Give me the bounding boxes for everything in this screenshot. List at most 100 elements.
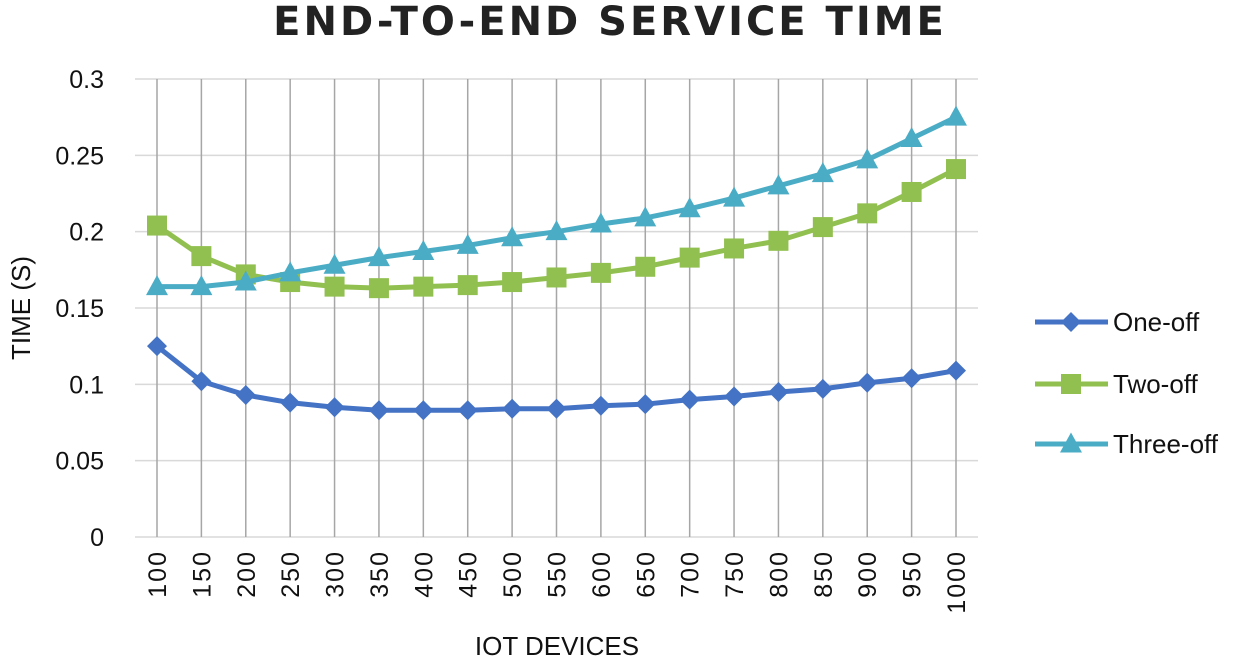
y-axis: 0 0.05 0.1 0.15 0.2 0.25 0.3: [55, 66, 104, 552]
data-point-three-off: [589, 212, 612, 233]
x-tick-label: 400: [410, 550, 438, 598]
x-tick-label: 200: [233, 550, 261, 598]
series-two-off: [147, 159, 966, 299]
legend-item-one-off: One-off: [1035, 307, 1200, 337]
x-tick-label: 550: [544, 550, 572, 598]
x-tick-label: 850: [810, 550, 838, 598]
x-tick-label: 600: [588, 550, 616, 598]
series-three-off: [146, 105, 967, 296]
data-point-three-off: [945, 105, 967, 126]
legend-marker-two-off: [1061, 374, 1081, 394]
grid: [135, 78, 978, 538]
data-point-two-off: [147, 215, 167, 236]
data-point-two-off: [901, 181, 922, 202]
data-point-two-off: [368, 278, 389, 299]
data-point-one-off: [280, 392, 301, 413]
data-point-one-off: [457, 400, 478, 421]
legend-label: One-off: [1113, 307, 1200, 337]
legend: One-off Two-off Three-off: [1035, 307, 1219, 459]
data-point-three-off: [456, 233, 479, 254]
y-tick-label: 0.05: [55, 448, 104, 476]
data-point-three-off: [678, 197, 701, 218]
legend-item-two-off: Two-off: [1035, 369, 1199, 399]
data-point-two-off: [590, 262, 611, 283]
data-point-two-off: [457, 275, 478, 296]
data-point-one-off: [768, 381, 789, 402]
data-point-one-off: [324, 397, 345, 418]
data-point-three-off: [767, 174, 790, 195]
data-point-two-off: [768, 230, 789, 251]
x-axis-label: IOT DEVICES: [475, 631, 639, 660]
data-point-three-off: [634, 206, 657, 227]
x-tick-label: 150: [188, 550, 216, 598]
data-point-two-off: [502, 272, 523, 293]
data-point-two-off: [546, 267, 567, 288]
legend-marker-one-off: [1061, 312, 1081, 332]
data-point-three-off: [234, 270, 257, 291]
data-point-two-off: [413, 276, 434, 297]
y-tick-label: 0.3: [69, 66, 104, 94]
x-tick-label: 800: [765, 550, 793, 598]
data-point-one-off: [235, 385, 256, 406]
x-tick-label: 300: [322, 550, 350, 598]
x-tick-label: 100: [144, 550, 172, 598]
x-tick-label: 450: [455, 550, 483, 598]
data-point-one-off: [413, 400, 434, 421]
y-tick-label: 0.25: [55, 142, 104, 170]
y-tick-label: 0.1: [69, 371, 104, 399]
x-tick-label: 350: [366, 550, 394, 598]
data-point-three-off: [323, 253, 346, 274]
x-tick-label: 1000: [943, 550, 971, 614]
data-point-one-off: [679, 389, 700, 410]
data-point-three-off: [412, 240, 435, 261]
data-point-three-off: [367, 246, 390, 267]
data-point-three-off: [856, 148, 879, 169]
data-point-two-off: [191, 246, 212, 267]
series-one-off: [147, 336, 966, 421]
legend-label: Three-off: [1113, 429, 1219, 459]
x-tick-label: 500: [499, 550, 527, 598]
data-point-two-off: [635, 256, 656, 277]
x-tick-label: 950: [899, 550, 927, 598]
data-point-one-off: [635, 394, 656, 415]
y-tick-label: 0.15: [55, 295, 104, 323]
data-point-three-off: [146, 275, 168, 296]
data-point-one-off: [946, 360, 966, 381]
data-point-two-off: [724, 238, 745, 259]
x-tick-label: 650: [632, 550, 660, 598]
x-tick-label: 700: [677, 550, 705, 598]
x-tick-label: 900: [854, 550, 882, 598]
data-point-one-off: [191, 371, 212, 392]
data-point-two-off: [679, 247, 700, 268]
series-layer: [146, 105, 967, 421]
data-point-one-off: [901, 368, 922, 389]
data-point-three-off: [900, 127, 923, 148]
data-point-two-off: [812, 217, 833, 238]
data-point-two-off: [857, 203, 878, 224]
data-point-two-off: [324, 276, 345, 297]
x-axis: 100 150 200 250 300 350 400 450 500 550 600 650 700 7…: [144, 550, 971, 614]
legend-label: Two-off: [1113, 369, 1199, 399]
chart-title: END-TO-END SERVICE TIME: [273, 0, 947, 45]
data-point-three-off: [811, 162, 834, 183]
data-point-two-off: [946, 159, 966, 180]
y-tick-label: 0: [90, 524, 104, 552]
x-tick-label: 250: [277, 550, 305, 598]
x-tick-label: 750: [721, 550, 749, 598]
legend-item-three-off: Three-off: [1035, 429, 1219, 459]
data-point-three-off: [723, 186, 746, 207]
data-point-three-off: [279, 261, 302, 282]
y-tick-label: 0.2: [69, 219, 104, 247]
data-point-three-off: [190, 275, 213, 296]
data-point-one-off: [857, 372, 878, 393]
legend-marker-three-off: [1060, 432, 1082, 453]
data-point-one-off: [368, 400, 389, 421]
data-point-one-off: [590, 395, 611, 416]
y-axis-label: TIME (S): [6, 256, 36, 360]
data-point-one-off: [546, 398, 567, 419]
data-point-three-off: [501, 226, 524, 247]
data-point-one-off: [812, 378, 833, 399]
data-point-three-off: [545, 220, 568, 241]
